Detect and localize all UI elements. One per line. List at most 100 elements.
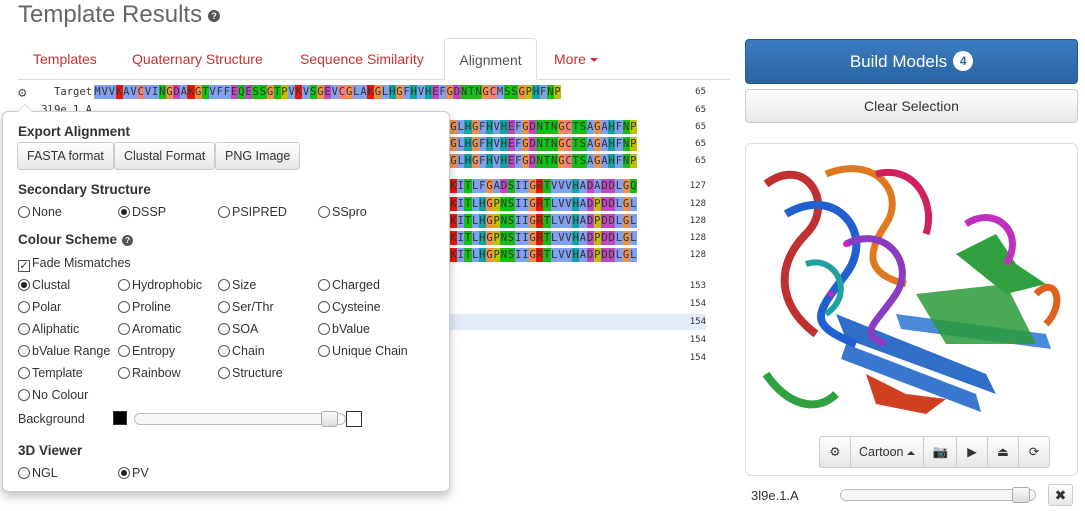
colour-option-size[interactable]: Size — [218, 278, 256, 292]
structure-viewer[interactable]: ⚙ Cartoon 📷 ▶ ⏏ ⟳ — [745, 143, 1078, 476]
tab-sequence-similarity[interactable]: Sequence Similarity — [300, 51, 424, 67]
residue: L — [629, 214, 637, 228]
colour-option-charged[interactable]: Charged — [318, 278, 380, 292]
colour-option-template[interactable]: Template — [18, 366, 83, 380]
background-slider[interactable] — [134, 411, 346, 427]
loop — [964, 214, 1016, 266]
residue: P — [593, 214, 601, 228]
alignment-row[interactable]: KITLFGADSIIGRTVVVHADADDLGQ 127 — [14, 178, 706, 194]
residue: G — [482, 85, 490, 99]
protein-cartoon-render[interactable] — [746, 144, 1078, 434]
residue: C — [489, 85, 497, 99]
colour-option-proline[interactable]: Proline — [118, 300, 171, 314]
clear-selection-button[interactable]: Clear Selection — [745, 89, 1078, 123]
residue: G — [529, 248, 537, 262]
alignment-row[interactable]: GLHGFHVHEFGDNTNGCTSAGAHFNP 65 — [14, 136, 706, 152]
play-button[interactable]: ▶ — [956, 436, 989, 468]
residue: F — [514, 120, 522, 134]
residue: I — [151, 85, 159, 99]
alignment-row[interactable]: Target MVVKAVCVINGDAKGTVFFEQESSGTPVKVSGEV… — [14, 84, 706, 100]
beta-sheet — [916, 284, 1036, 344]
residue: H — [485, 120, 494, 134]
sequence-residues: GLHGFHVHEFGDNTNGCTSAGAHFNP — [450, 154, 637, 168]
background-label: Background — [18, 412, 85, 426]
colour-option-rainbow[interactable]: Rainbow — [118, 366, 181, 380]
background-color-swatch[interactable] — [113, 411, 127, 425]
alignment-row[interactable]: KITLHGPNSIIGRTLVVHADPDDLGL 128 — [14, 230, 706, 246]
colour-option-polar[interactable]: Polar — [18, 300, 61, 314]
colour-option-bvalue-range[interactable]: bValue Range — [18, 344, 110, 358]
residue: A — [579, 214, 587, 228]
question-circle-icon[interactable]: ? — [208, 9, 221, 22]
residue: T — [467, 85, 475, 99]
residue: D — [600, 231, 609, 245]
colour-option-entropy[interactable]: Entropy — [118, 344, 175, 358]
tab-alignment[interactable]: Alignment — [444, 38, 537, 80]
colour-option-bvalue[interactable]: bValue — [318, 322, 370, 336]
alignment-row[interactable]: KITLHGPNSIIGRTLVVHADPDDLGL 128 — [14, 213, 706, 229]
option-label: Entropy — [132, 344, 176, 358]
build-models-button[interactable]: Build Models 4 — [745, 39, 1078, 84]
remove-model-button[interactable]: ✖ — [1048, 484, 1073, 506]
residue: K — [450, 179, 458, 193]
residue: T — [543, 154, 551, 168]
ss-option-dssp[interactable]: DSSP — [118, 205, 166, 219]
residue: D — [586, 231, 594, 245]
residue: G — [471, 154, 479, 168]
tab-quaternary-structure[interactable]: Quaternary Structure — [132, 51, 263, 67]
alignment-row[interactable]: 154 — [14, 332, 706, 348]
reset-view-button[interactable]: ⟳ — [1018, 436, 1051, 468]
residue: T — [464, 214, 472, 228]
gear-icon[interactable]: ⚙ — [18, 85, 27, 101]
alignment-row[interactable]: GLHGFHVHEFGDNTNGCTSAGAHFNP 65 — [14, 119, 706, 135]
png-export-button[interactable]: PNG Image — [215, 142, 301, 170]
tab-templates[interactable]: Templates — [33, 51, 97, 67]
residue: N — [536, 154, 544, 168]
question-circle-icon[interactable]: ? — [122, 234, 134, 246]
residue: V — [565, 179, 573, 193]
colour-option-no-colour[interactable]: No Colour — [18, 388, 88, 402]
ss-option-sspro[interactable]: SSpro — [318, 205, 367, 219]
alignment-row[interactable]: GLHGFHVHEFGDNTNGCTSAGAHFNP 65 — [14, 153, 706, 169]
render-mode-dropdown[interactable]: Cartoon — [850, 436, 925, 468]
fade-mismatches-checkbox[interactable]: ✓ Fade Mismatches — [18, 256, 131, 272]
fasta-export-button[interactable]: FASTA format — [17, 142, 114, 170]
screenshot-button[interactable]: 📷 — [923, 436, 958, 468]
colour-option-soa[interactable]: SOA — [218, 322, 258, 336]
colour-option-aromatic[interactable]: Aromatic — [118, 322, 181, 336]
residue: F — [615, 154, 623, 168]
residue: V — [557, 248, 565, 262]
viewer-option-ngl[interactable]: NGL — [18, 466, 58, 480]
sequence-residues: KITLHGPNSIIGRTLVVHADPDDLGL — [450, 214, 637, 228]
colour-option-chain[interactable]: Chain — [218, 344, 265, 358]
colour-option-aliphatic[interactable]: Aliphatic — [18, 322, 79, 336]
model-opacity-slider[interactable] — [840, 487, 1036, 503]
residue: V — [557, 197, 565, 211]
alignment-row[interactable]: 154 — [14, 296, 706, 312]
tab-more[interactable]: More — [554, 38, 598, 80]
model-slider-handle[interactable] — [1012, 487, 1030, 503]
colour-option-structure[interactable]: Structure — [218, 366, 283, 380]
ss-option-none[interactable]: None — [18, 205, 62, 219]
background-slider-handle[interactable] — [321, 411, 339, 427]
viewer-settings-button[interactable]: ⚙ — [819, 436, 851, 468]
colour-option-clustal[interactable]: Clustal — [18, 278, 70, 292]
viewer-option-pv[interactable]: PV — [118, 466, 149, 480]
page-title: Template Results? — [18, 1, 221, 29]
clustal-export-button[interactable]: Clustal Format — [114, 142, 216, 170]
residue-count: 154 — [689, 335, 706, 345]
alignment-row[interactable]: 153 — [14, 278, 706, 294]
alignment-row[interactable]: 154 — [14, 350, 706, 366]
colour-option-unique-chain[interactable]: Unique Chain — [318, 344, 408, 358]
residue: I — [521, 214, 530, 228]
colour-option-ser-thr[interactable]: Ser/Thr — [218, 300, 274, 314]
colour-option-cysteine[interactable]: Cysteine — [318, 300, 381, 314]
ss-option-psipred[interactable]: PSIPRED — [218, 205, 287, 219]
background-white-swatch[interactable] — [346, 411, 362, 427]
colour-option-hydrophobic[interactable]: Hydrophobic — [118, 278, 202, 292]
alignment-row[interactable]: KITLHGPNSIIGRTLVVHADPDDLGL 128 — [14, 196, 706, 212]
alignment-row[interactable]: KITLHGPNSIIGRTLVVHADPDDLGL 128 — [14, 247, 706, 263]
residue: G — [521, 137, 530, 151]
eject-button[interactable]: ⏏ — [987, 436, 1020, 468]
residue: E — [507, 120, 515, 134]
